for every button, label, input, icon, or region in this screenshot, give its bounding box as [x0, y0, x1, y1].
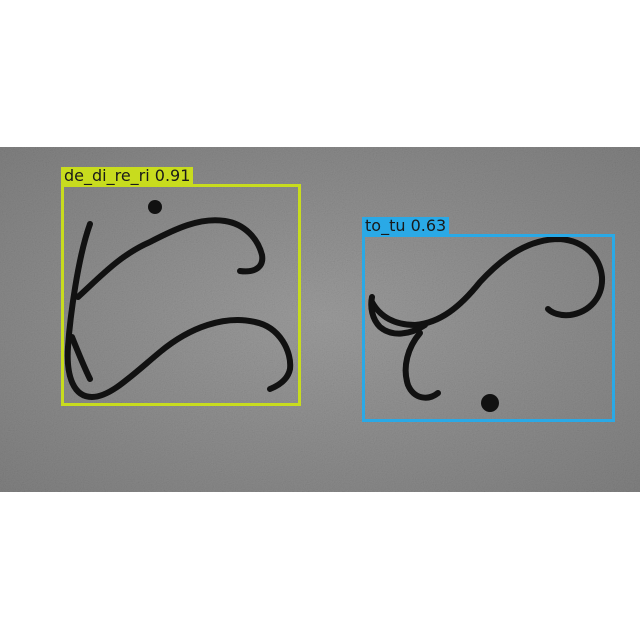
character-de-di-re-ri [64, 217, 294, 400]
detection-label-de-di-re-ri: de_di_re_ri 0.91 [61, 167, 194, 185]
handwriting-photo [0, 147, 640, 492]
detection-box-to-tu [362, 234, 615, 422]
detection-box-de-di-re-ri [61, 184, 301, 406]
character-dot [148, 200, 162, 214]
detection-label-to-tu: to_tu 0.63 [362, 217, 450, 235]
character-dot [481, 394, 499, 412]
character-to-tu [368, 236, 606, 401]
